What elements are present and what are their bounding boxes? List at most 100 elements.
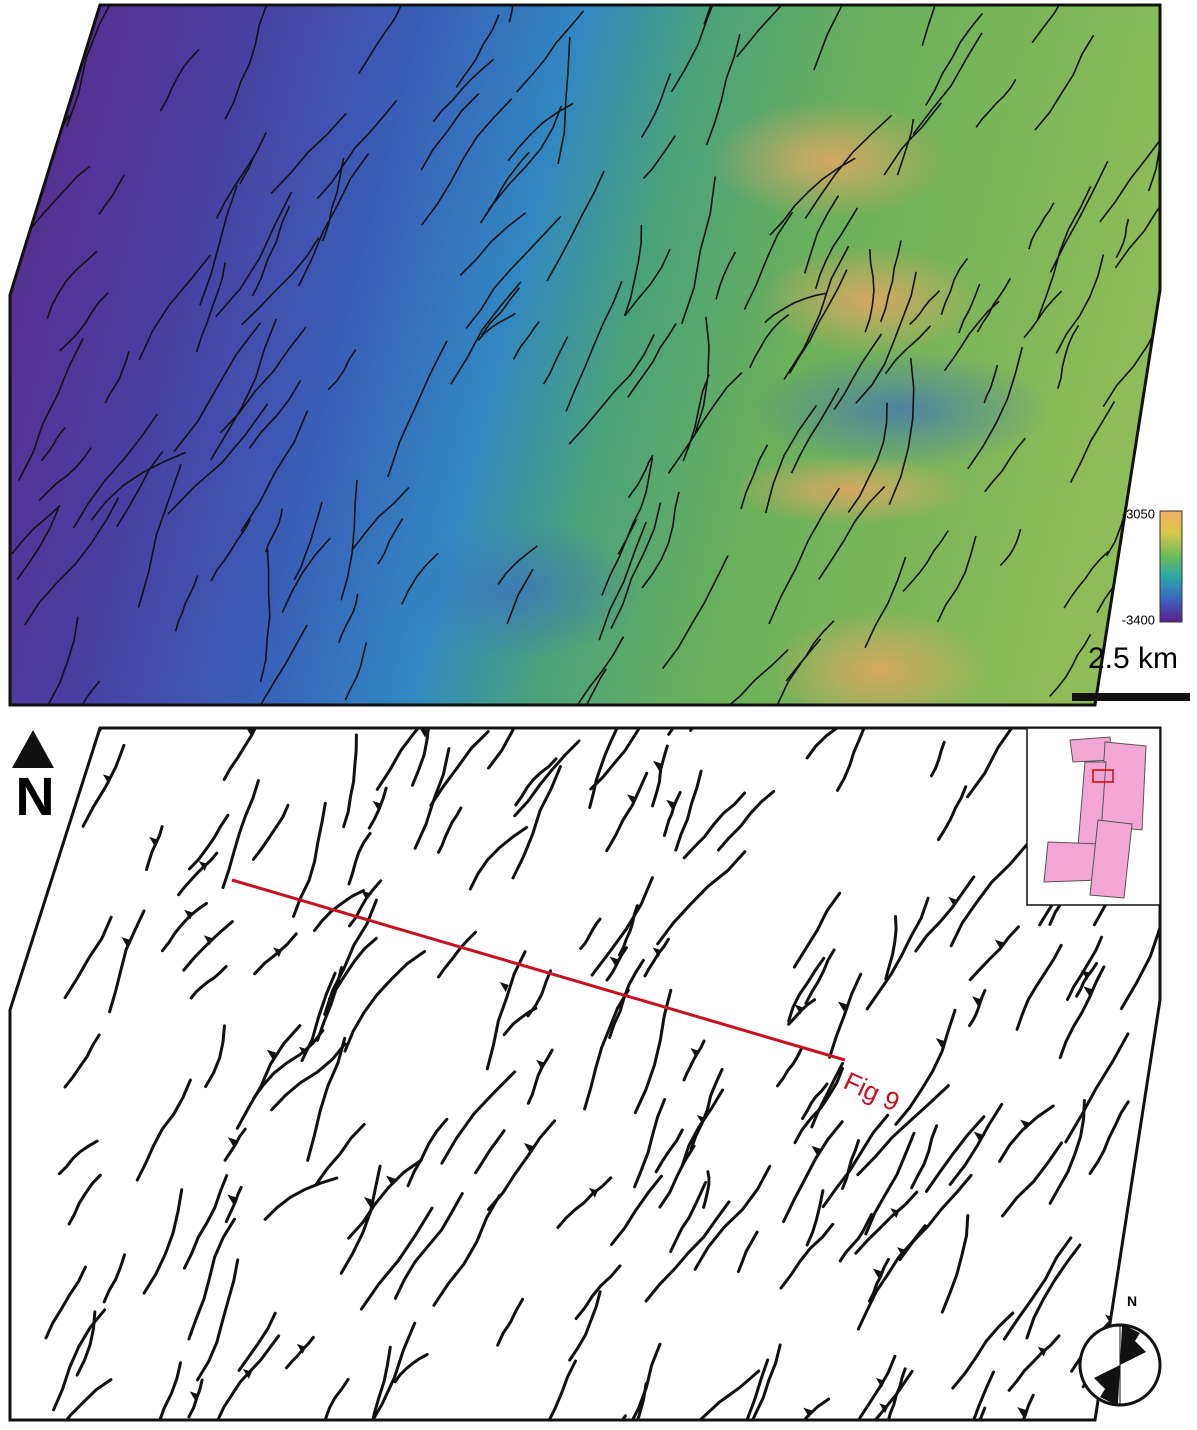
fault	[326, 1379, 348, 1418]
fault	[1009, 1336, 1059, 1390]
fault	[206, 1026, 225, 1087]
fault	[59, 1141, 97, 1174]
fault	[558, 1178, 611, 1228]
fault	[867, 898, 928, 1009]
fault	[442, 1072, 515, 1163]
fault	[265, 1178, 337, 1219]
fault	[162, 903, 206, 950]
fault	[570, 1292, 600, 1360]
fault	[184, 1176, 226, 1269]
fault-tick	[1177, 1290, 1186, 1300]
fault	[1090, 1102, 1128, 1174]
colorbar-min: -3400	[1122, 612, 1155, 627]
fault	[916, 877, 974, 951]
fault-tick	[1166, 1254, 1175, 1264]
fault	[65, 917, 111, 997]
fault	[1004, 1238, 1070, 1339]
fault	[664, 792, 680, 835]
fault	[516, 759, 556, 805]
fault	[1000, 1106, 1054, 1161]
fault	[439, 808, 461, 852]
fault	[950, 1104, 1002, 1184]
fault	[144, 1190, 182, 1294]
scale-label: 2.5 km	[1088, 642, 1178, 675]
fault	[717, 1360, 768, 1425]
colorbar	[1160, 511, 1182, 622]
fault	[12, 889, 30, 933]
fault	[513, 767, 560, 878]
fault	[211, 1336, 279, 1425]
fault	[408, 1119, 447, 1186]
fault	[104, 1255, 124, 1302]
fault	[253, 805, 288, 859]
fault	[1166, 828, 1193, 879]
fault	[581, 919, 600, 948]
fault	[46, 1267, 85, 1338]
fault	[807, 1191, 823, 1245]
fault	[515, 741, 579, 816]
fault	[69, 1175, 100, 1224]
fault	[198, 1260, 238, 1380]
fault	[476, 1131, 505, 1173]
fault	[225, 1129, 245, 1160]
section-label: Fig 9	[839, 1066, 904, 1118]
section-line	[232, 880, 845, 1060]
fault	[635, 1100, 665, 1187]
fault	[1152, 1025, 1197, 1111]
fault	[413, 706, 431, 785]
fault	[843, 1141, 859, 1189]
fault	[1121, 900, 1170, 1009]
fault	[147, 827, 163, 870]
fault	[349, 833, 370, 884]
fault	[719, 792, 774, 851]
fault	[65, 1035, 99, 1087]
fault	[547, 1361, 576, 1425]
fault	[1060, 967, 1104, 1058]
fault	[1151, 1038, 1197, 1129]
fault	[489, 1121, 555, 1210]
fault	[1129, 556, 1158, 604]
fault	[287, 1337, 314, 1367]
fault	[656, 1130, 682, 1172]
fault	[153, 1363, 180, 1425]
fault	[912, 1126, 937, 1188]
fault	[317, 1125, 365, 1184]
fault	[137, 1080, 190, 1180]
fault-tick	[1190, 1047, 1197, 1057]
fault	[345, 952, 425, 1052]
fault	[308, 1038, 345, 1160]
fault	[658, 852, 745, 944]
fault	[1129, 1152, 1192, 1224]
fault	[612, 1176, 662, 1244]
fault	[778, 1048, 802, 1086]
fault	[576, 1266, 620, 1319]
fault	[439, 932, 476, 977]
fault	[646, 1202, 729, 1301]
fault	[784, 1122, 843, 1222]
fault	[349, 1160, 422, 1238]
bottom-frame	[10, 728, 1160, 1420]
fault	[1127, 681, 1148, 732]
fault	[223, 781, 258, 888]
fault	[1003, 1143, 1062, 1216]
fault	[970, 927, 1018, 980]
fault	[939, 787, 966, 840]
fault	[255, 934, 297, 974]
fault	[41, 1380, 111, 1425]
fault	[676, 771, 701, 850]
fault	[395, 1194, 462, 1299]
fault	[823, 1115, 888, 1206]
fault	[224, 713, 265, 780]
fault	[189, 1219, 235, 1339]
fault	[794, 893, 839, 967]
fault	[704, 1172, 709, 1208]
fault	[807, 704, 858, 758]
fault	[377, 699, 445, 790]
fault	[591, 708, 651, 789]
fault	[434, 1196, 499, 1306]
fault-tick	[1178, 1071, 1187, 1081]
fault	[684, 1041, 704, 1080]
scale-bar	[1072, 693, 1190, 701]
fault	[1167, 321, 1197, 452]
fault	[1027, 1245, 1080, 1338]
